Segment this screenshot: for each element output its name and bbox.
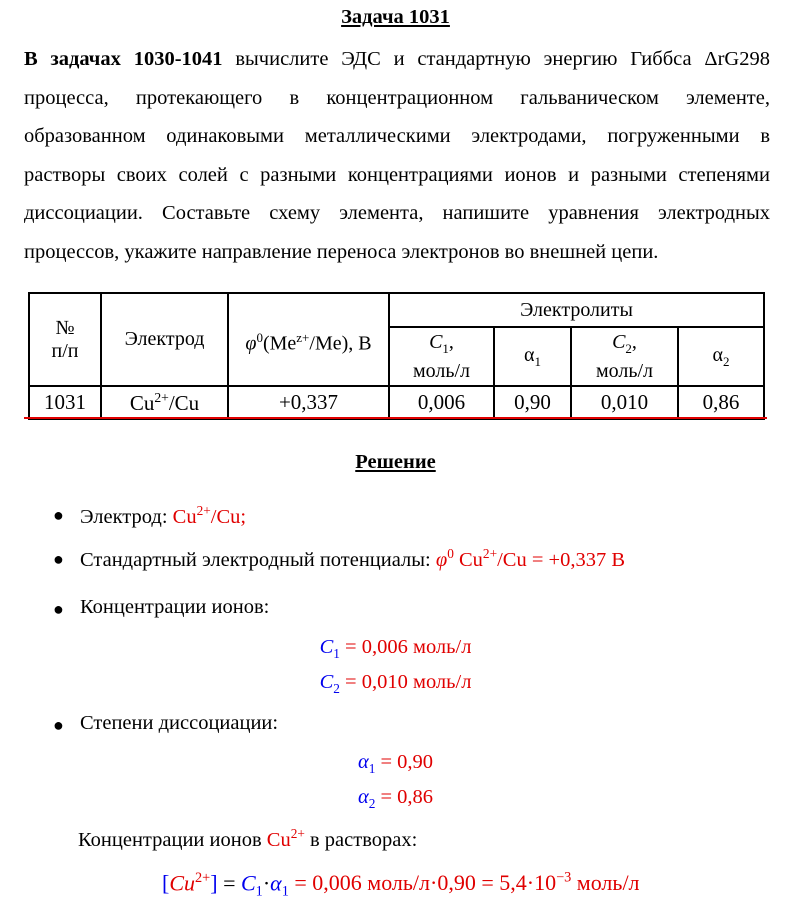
task-range: В задачах 1030-1041 [24, 48, 223, 70]
bullet-icon: ● [53, 505, 64, 525]
solution-title: Решение [355, 451, 436, 473]
bullet-icon: ● [53, 549, 64, 569]
cell-a2: 0,86 [677, 385, 765, 420]
header-c1: C1, моль/л [388, 326, 495, 387]
formula-a1: α1 = 0,90 [357, 751, 434, 777]
formula-last: [Cu2+] = C1·α1 = 0,006 моль/л·0,90 = 5,4… [162, 870, 640, 900]
conc-before: Концентрации ионов [78, 828, 267, 851]
item-value: Cu2+/Cu; [172, 503, 247, 528]
header-a2: α2 [677, 326, 765, 387]
header-phi: φ0(Mez+/Me), В [227, 292, 390, 387]
task-title: Задача 1031 [341, 6, 450, 28]
item-potential: Стандартный электродный потенциалы: φ0 C… [80, 546, 625, 572]
conc-ion: Cu2+ [266, 826, 305, 851]
formula-a2: α2 = 0,86 [357, 786, 434, 812]
item-label: Электрод: [80, 505, 173, 528]
item-conc: Концентрации ионов: [80, 596, 270, 618]
conc-text: Концентрации ионов Cu2+ в растворах: [78, 826, 417, 852]
item-electrode: Электрод: Cu2+/Cu; [80, 503, 246, 529]
item-label: Стандартный электродный потенциалы: [80, 548, 436, 571]
bullet-icon: ● [53, 599, 64, 619]
cell-phi: +0,337 [227, 385, 390, 420]
header-a1: α1 [493, 326, 572, 387]
task-text: вычислите ЭДС и стандартную энергию Гибб… [24, 48, 770, 263]
formula-c2: C2 = 0,010 моль/л [319, 671, 472, 697]
formula-c1: C1 = 0,006 моль/л [319, 636, 472, 662]
data-table: № п/п Электрод φ0(Mez+/Me), В Электролиты… [28, 292, 765, 420]
cell-c2: 0,010 [570, 385, 679, 420]
conc-after: в растворах: [304, 828, 418, 851]
cell-num: 1031 [28, 385, 102, 420]
header-electrode: Электрод [100, 292, 229, 387]
item-dissociation: Степени диссоциации: [80, 712, 279, 734]
header-electrolytes: Электролиты [388, 292, 765, 328]
item-value: φ0 Cu2+/Cu = +0,337 В [435, 546, 626, 571]
header-num: № п/п [28, 292, 102, 387]
header-c2: C2, моль/л [570, 326, 679, 387]
cell-a1: 0,90 [493, 385, 572, 420]
bullet-icon: ● [53, 715, 64, 735]
red-underline [24, 417, 767, 419]
cell-c1: 0,006 [388, 385, 495, 420]
cell-electrode: Cu2+/Cu [100, 385, 229, 420]
task-statement: В задачах 1030-1041 вычислите ЭДС и стан… [24, 40, 770, 271]
